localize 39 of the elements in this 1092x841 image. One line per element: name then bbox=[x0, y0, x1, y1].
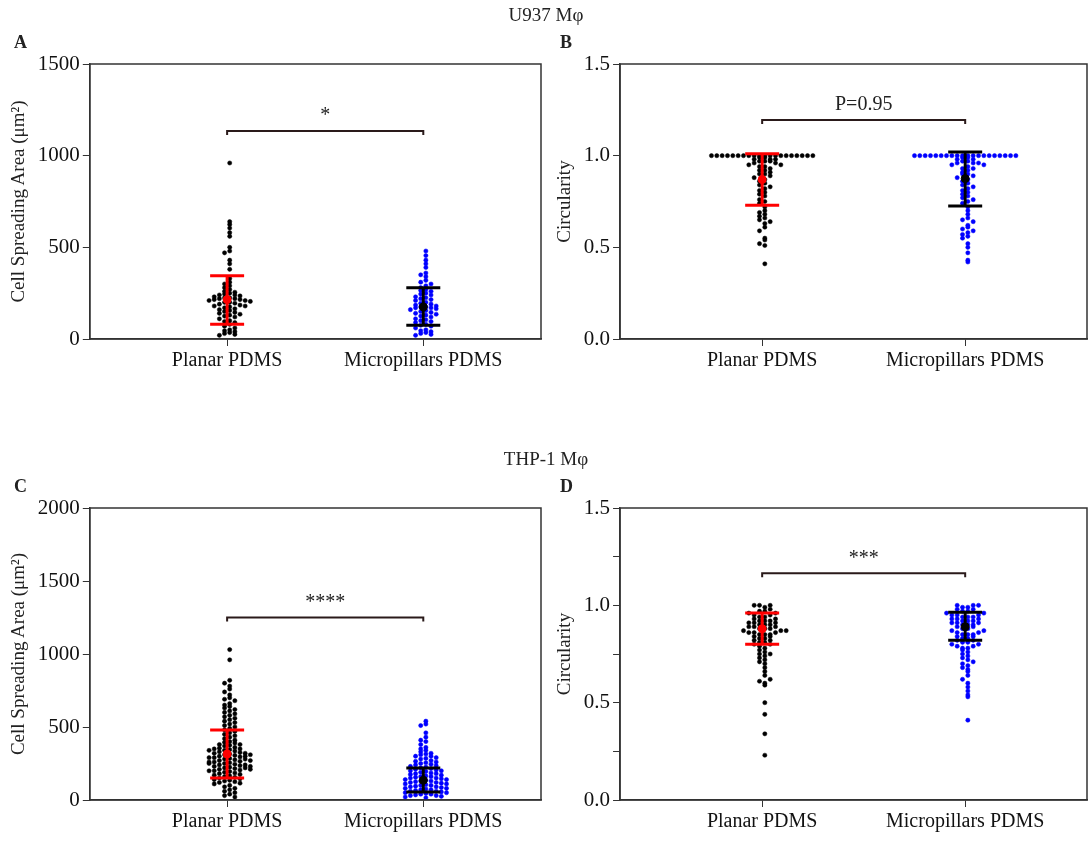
chart-subtitle: THP-1 Mφ bbox=[502, 448, 590, 470]
y-tick-label: 500 bbox=[48, 233, 80, 258]
x-tick-label: Planar PDMS bbox=[706, 809, 818, 832]
x-tick-label: Planar PDMS bbox=[171, 809, 283, 832]
y-tick-label: 0.0 bbox=[583, 786, 611, 811]
x-tick-label: Micropillars PDMS bbox=[886, 348, 1045, 372]
y-tick-label: 1.0 bbox=[583, 591, 611, 616]
y-axis-title: Cell Spreading Area (μm²) bbox=[7, 552, 30, 756]
y-tick-label: 0.5 bbox=[583, 689, 611, 714]
y-tick-label: 0.5 bbox=[583, 233, 611, 258]
y-axis-title: Circularity bbox=[553, 159, 575, 243]
y-tick-label: 1.5 bbox=[583, 494, 611, 519]
y-tick-label: 0.0 bbox=[583, 325, 611, 350]
y-tick-label: 1.5 bbox=[583, 50, 611, 75]
y-tick-label: 1000 bbox=[37, 640, 80, 665]
annotation: *** bbox=[848, 545, 879, 568]
y-tick-label: 0 bbox=[69, 325, 80, 350]
y-axis-title: Cell Spreading Area (μm²) bbox=[7, 100, 30, 303]
y-tick-label: 500 bbox=[48, 713, 80, 738]
x-tick-label: Micropillars PDMS bbox=[886, 809, 1045, 833]
y-axis-title: Circularity bbox=[553, 612, 575, 696]
x-tick-label: Micropillars PDMS bbox=[344, 348, 503, 372]
y-tick-label: 1500 bbox=[37, 567, 80, 592]
chart-title: D bbox=[560, 476, 573, 497]
annotation: * bbox=[320, 103, 331, 126]
chart-title: A bbox=[14, 32, 27, 53]
annotation: P=0.95 bbox=[834, 92, 893, 115]
y-tick-label: 1500 bbox=[37, 50, 80, 75]
chart-title: B bbox=[560, 32, 573, 53]
annotation: **** bbox=[305, 589, 346, 612]
chart-title: C bbox=[14, 476, 27, 497]
y-tick-label: 1.0 bbox=[583, 142, 611, 167]
chart-subtitle: U937 Mφ bbox=[507, 4, 585, 26]
x-tick-label: Planar PDMS bbox=[706, 348, 818, 371]
x-tick-label: Micropillars PDMS bbox=[344, 809, 503, 833]
y-tick-label: 0 bbox=[69, 786, 80, 811]
x-tick-label: Planar PDMS bbox=[171, 348, 283, 371]
y-tick-label: 1000 bbox=[37, 142, 80, 167]
y-tick-label: 2000 bbox=[37, 494, 80, 519]
